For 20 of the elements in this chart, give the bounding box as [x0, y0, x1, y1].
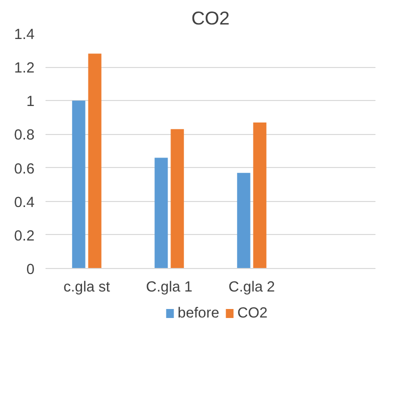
y-tick-label: 1: [26, 94, 35, 110]
x-tick-label: C.gla 2: [228, 280, 275, 296]
y-tick-label: 0.8: [14, 128, 34, 144]
legend-label: CO2: [237, 306, 268, 322]
bar: [88, 54, 102, 268]
x-tick-label: c.gla st: [64, 280, 110, 296]
x-tick-label: C.gla 1: [146, 280, 192, 296]
bar: [72, 100, 86, 268]
bar: [253, 122, 266, 268]
bar: [154, 158, 168, 268]
y-tick-label: 0.2: [14, 228, 34, 244]
y-tick-label: 0.4: [14, 194, 34, 211]
y-tick-label: 1.4: [14, 27, 34, 43]
y-tick-label: 0.6: [14, 161, 34, 178]
y-tick-label: 0: [26, 262, 35, 278]
y-tick-label: 1.2: [14, 60, 34, 77]
bar: [170, 129, 184, 268]
chart-title: CO2: [191, 8, 230, 28]
bar: [237, 172, 250, 268]
legend-label: before: [178, 306, 220, 322]
